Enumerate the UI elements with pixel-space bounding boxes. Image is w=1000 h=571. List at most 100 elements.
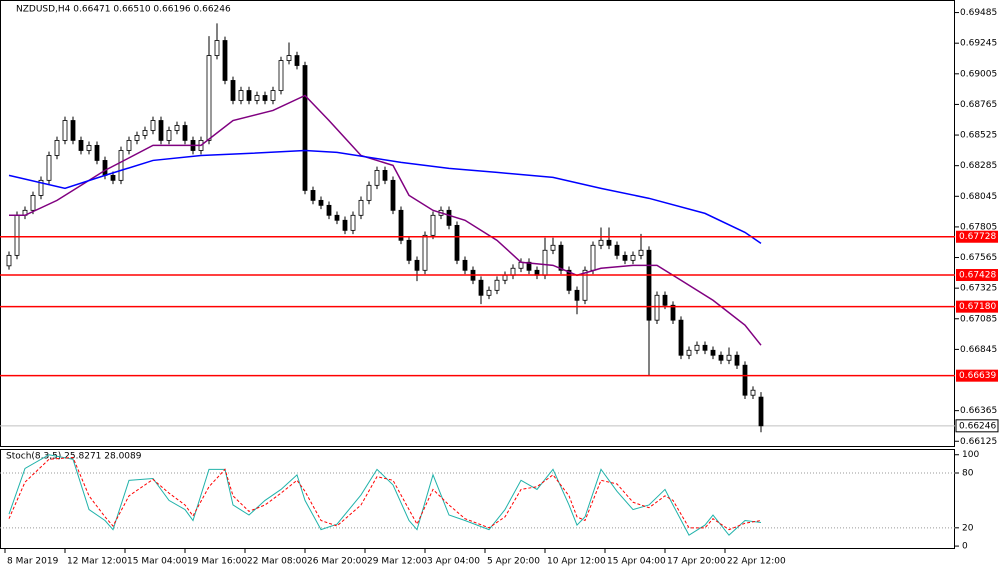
stoch-tick-label: 80 xyxy=(962,469,974,479)
candle-body xyxy=(238,90,244,101)
candle-body xyxy=(286,55,292,61)
candle-body xyxy=(646,249,652,321)
candle-body xyxy=(94,144,100,161)
candle-body xyxy=(654,294,660,321)
y-tick-label: 0.68045 xyxy=(960,192,997,202)
x-tick-label: 8 Mar 2019 xyxy=(7,557,59,567)
candle-body xyxy=(86,144,92,151)
candle-body xyxy=(302,65,308,191)
candle-body xyxy=(54,140,60,156)
candle-body xyxy=(358,199,364,216)
stoch-line xyxy=(8,454,762,536)
stoch-tick-label: 100 xyxy=(962,450,979,460)
x-tick-label: 5 Apr 20:00 xyxy=(487,557,540,567)
level-label: 0.67180 xyxy=(959,302,996,312)
y-tick-label: 0.66125 xyxy=(960,437,997,447)
x-tick-label: 3 Apr 04:00 xyxy=(427,557,480,567)
level-label-box xyxy=(956,269,998,282)
y-tick-label: 0.68765 xyxy=(960,100,997,110)
candle-body xyxy=(326,204,332,216)
candle-body xyxy=(614,244,620,256)
candle-body xyxy=(334,214,340,221)
y-tick-label: 0.69485 xyxy=(960,8,997,18)
candle-body xyxy=(310,190,316,201)
candle-body xyxy=(422,234,428,271)
candle-body xyxy=(598,239,604,246)
candle-body xyxy=(38,179,44,196)
candle-body xyxy=(102,160,108,176)
y-tick-label: 0.68525 xyxy=(960,131,997,141)
candle-body xyxy=(62,120,68,141)
candle-body xyxy=(182,125,188,141)
candle-body xyxy=(750,389,756,396)
main-panel xyxy=(0,0,955,447)
candle-body xyxy=(502,274,508,281)
x-tick-label: 19 Mar 16:00 xyxy=(187,557,247,567)
level-label: 0.67728 xyxy=(959,232,996,242)
candle-body xyxy=(166,130,172,141)
x-tick-label: 22 Apr 12:00 xyxy=(727,557,786,567)
y-tick-label: 0.67325 xyxy=(960,284,997,294)
candle-body xyxy=(662,294,668,306)
x-tick-label: 17 Apr 20:00 xyxy=(667,557,726,567)
candle-body xyxy=(510,267,516,276)
candle-body xyxy=(574,289,580,301)
candle-body xyxy=(606,239,612,246)
candle-body xyxy=(270,90,276,101)
y-tick-label: 0.67085 xyxy=(960,314,997,324)
candle-body xyxy=(726,354,732,361)
candle-body xyxy=(382,169,388,181)
current-price-label: 0.66246 xyxy=(959,421,996,431)
candle-body xyxy=(366,184,372,201)
y-tick-label: 0.69245 xyxy=(960,39,997,49)
candle-body xyxy=(430,214,436,236)
candle-body xyxy=(638,249,644,256)
candle-body xyxy=(206,55,212,141)
candle-body xyxy=(542,249,548,276)
candle-body xyxy=(246,90,252,101)
candle-body xyxy=(374,169,380,186)
stoch-line xyxy=(8,456,762,531)
candle-body xyxy=(622,254,628,261)
level-label-box xyxy=(956,369,998,382)
candle-body xyxy=(630,254,636,261)
x-tick-label: 26 Mar 20:00 xyxy=(307,557,367,567)
level-label-box xyxy=(956,230,998,243)
candle-body xyxy=(214,40,220,56)
candle-body xyxy=(222,40,228,81)
candle-body xyxy=(678,319,684,356)
x-tick-label: 29 Mar 12:00 xyxy=(367,557,427,567)
chart-title: NZDUSD,H4 0.66471 0.66510 0.66196 0.6624… xyxy=(16,5,231,15)
candle-body xyxy=(110,174,116,181)
candle-body xyxy=(414,259,420,271)
stoch-tick-label: 0 xyxy=(962,542,968,552)
candle-body xyxy=(742,364,748,396)
y-tick-label: 0.66365 xyxy=(960,406,997,416)
candle-body xyxy=(134,135,140,141)
candle-body xyxy=(142,130,148,136)
moving-average xyxy=(8,149,762,244)
x-tick-label: 15 Mar 04:00 xyxy=(127,557,187,567)
candle-body xyxy=(126,140,132,151)
y-tick-label: 0.69005 xyxy=(960,69,997,79)
candle-body xyxy=(526,261,532,271)
candle-body xyxy=(262,95,268,101)
candle-body xyxy=(294,55,300,66)
current-price-box xyxy=(955,419,999,433)
candle-body xyxy=(494,279,500,291)
candle-body xyxy=(446,209,452,226)
candle-body xyxy=(350,214,356,231)
x-tick-label: 22 Mar 08:00 xyxy=(247,557,307,567)
y-tick-label: 0.66845 xyxy=(960,345,997,355)
level-label: 0.67428 xyxy=(959,271,996,281)
level-label: 0.66639 xyxy=(959,371,996,381)
candle-body xyxy=(462,259,468,271)
candle-body xyxy=(590,244,596,271)
candle-body xyxy=(734,354,740,366)
candle-body xyxy=(566,269,572,291)
candle-body xyxy=(454,224,460,261)
y-tick-label: 0.67565 xyxy=(960,253,997,263)
stoch-tick-label: 20 xyxy=(962,523,974,533)
candle-body xyxy=(70,120,76,141)
